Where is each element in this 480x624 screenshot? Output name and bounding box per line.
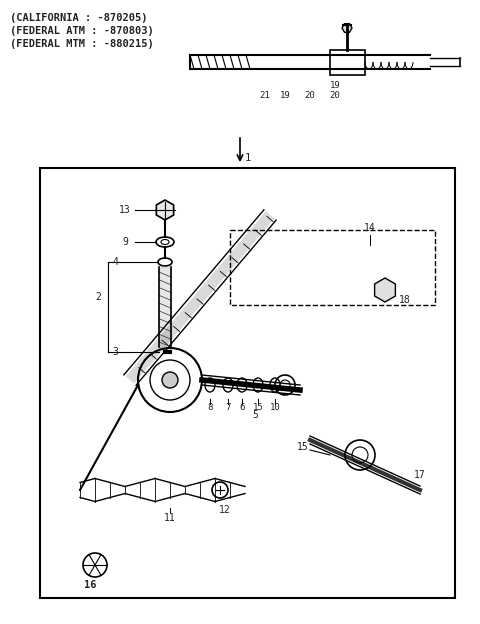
Text: 13: 13 (119, 205, 131, 215)
Text: 1: 1 (245, 153, 251, 163)
Text: 20: 20 (330, 90, 340, 99)
Circle shape (162, 372, 178, 388)
Text: 17: 17 (414, 470, 426, 480)
Text: (FEDERAL ATM : -870803): (FEDERAL ATM : -870803) (10, 26, 154, 36)
Text: 12: 12 (219, 505, 231, 515)
Text: 10: 10 (270, 404, 280, 412)
Text: 16: 16 (84, 580, 96, 590)
Polygon shape (156, 200, 174, 220)
Polygon shape (374, 278, 396, 302)
Text: 11: 11 (164, 513, 176, 523)
Text: 6: 6 (240, 404, 245, 412)
Ellipse shape (161, 240, 169, 245)
Text: 19: 19 (280, 90, 290, 99)
Text: 20: 20 (305, 90, 315, 99)
Text: 5: 5 (252, 410, 258, 420)
Text: 18: 18 (399, 295, 411, 305)
Bar (330, 50, 365, 75)
Text: 8: 8 (207, 404, 213, 412)
Bar (230, 230, 435, 305)
Bar (40, 168, 455, 598)
Text: 19: 19 (330, 80, 340, 89)
Text: 21: 21 (260, 90, 270, 99)
Text: 15: 15 (252, 404, 264, 412)
Text: 3: 3 (112, 347, 118, 357)
Text: 2: 2 (95, 292, 101, 302)
Text: 4: 4 (112, 257, 118, 267)
Text: 9: 9 (122, 237, 128, 247)
Text: 7: 7 (225, 404, 231, 412)
Text: (CALIFORNIA : -870205): (CALIFORNIA : -870205) (10, 13, 147, 23)
Polygon shape (342, 24, 352, 32)
Text: 14: 14 (364, 223, 376, 233)
Text: (FEDERAL MTM : -880215): (FEDERAL MTM : -880215) (10, 39, 154, 49)
Text: 15: 15 (297, 442, 309, 452)
